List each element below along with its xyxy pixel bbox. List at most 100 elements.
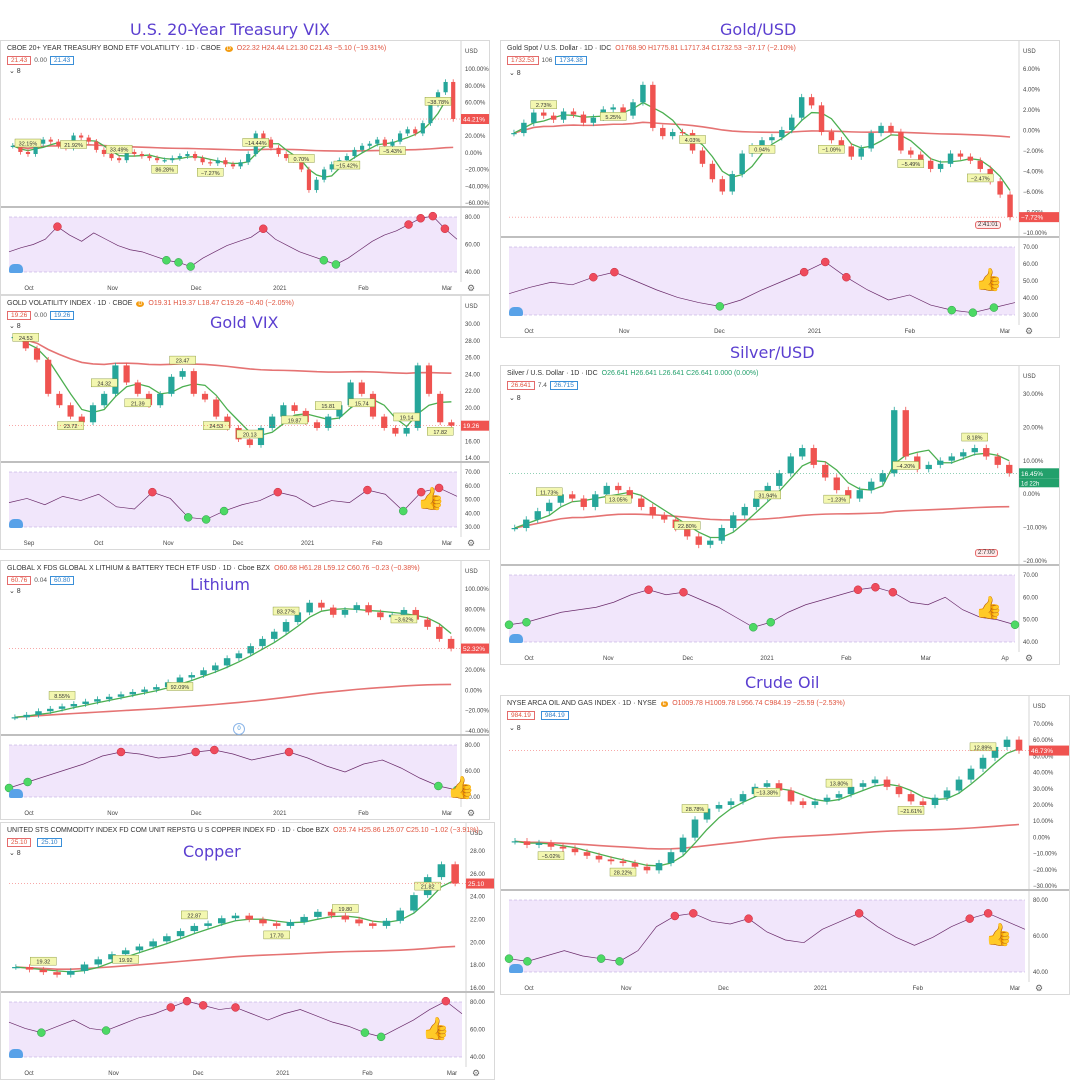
indicator-toggle[interactable]: ⌄ 8 — [9, 850, 21, 857]
ohlc-values: O22.32 H24.44 L21.30 C21.43 −5.10 (−19.3… — [236, 45, 387, 52]
annotation-label: 19.14 — [393, 412, 420, 421]
price-axis-tick-label: −10.00% — [1023, 526, 1048, 532]
time-axis-tick-label: Oct — [24, 286, 34, 292]
oversold-marker — [522, 618, 531, 627]
candle — [325, 416, 332, 428]
symbol-name[interactable]: Silver / U.S. Dollar · 1D · IDC — [507, 370, 598, 377]
event-flag[interactable]: 2:7:00 — [975, 549, 998, 557]
candle — [719, 179, 726, 192]
annotation-box — [753, 788, 781, 797]
candle — [871, 779, 879, 784]
buy-price[interactable]: 984.19 — [540, 711, 569, 720]
buy-price[interactable]: 26.715 — [549, 381, 578, 390]
sell-price[interactable]: 25.10 — [7, 838, 32, 847]
overbought-marker — [983, 909, 993, 918]
annotation-text: 8.55% — [54, 694, 70, 700]
gear-icon[interactable]: ⚙ — [467, 808, 476, 818]
price-axis-tick-label: 22.00 — [465, 389, 481, 395]
candle — [638, 498, 645, 507]
candle — [895, 786, 903, 795]
candle — [336, 405, 343, 417]
gear-icon[interactable]: ⚙ — [467, 283, 476, 293]
annotation-box — [897, 806, 925, 815]
indicator-toggle[interactable]: ⌄ 8 — [509, 395, 521, 402]
buy-price[interactable]: 25.10 — [37, 838, 62, 847]
candle — [727, 801, 735, 805]
candle — [451, 81, 456, 120]
overbought-marker — [799, 267, 809, 277]
overbought-marker — [679, 588, 688, 597]
annotation-text: −5.02% — [542, 854, 561, 860]
chart-title: Copper — [183, 842, 241, 861]
sell-price[interactable]: 1732.53 — [507, 56, 539, 65]
symbol-name[interactable]: NYSE ARCA OIL AND GAS INDEX · 1D · NYSE — [507, 700, 657, 707]
sell-price[interactable]: 19.26 — [7, 311, 32, 320]
event-flag[interactable]: 2:41:01 — [975, 221, 1002, 229]
annotation-box — [427, 427, 454, 436]
annotation-label: −4.20% — [892, 461, 919, 470]
time-axis-tick-label: Feb — [905, 329, 916, 335]
price-axis-tick-label: 30.00 — [465, 322, 481, 328]
candle — [858, 148, 864, 157]
candle — [163, 936, 171, 942]
price-axis-tick-label: 16.00 — [470, 986, 486, 992]
chart-panel-gold-usd: 2.73% 5.25% 4.03% 0.94% −1.09% −5.49% −2.47% 6.… — [500, 40, 1060, 338]
bid-ask-box[interactable]: 1732.53 106 1734.38 — [507, 56, 590, 65]
symbol-name[interactable]: GLOBAL X FDS GLOBAL X LITHIUM & BATTERY … — [7, 565, 271, 572]
candle — [709, 163, 716, 180]
sell-price[interactable]: 26.641 — [507, 381, 535, 390]
bid-ask-box[interactable]: 60.76 0.04 60.80 — [7, 576, 77, 585]
candle — [139, 154, 144, 157]
sell-price[interactable]: 21.43 — [7, 56, 32, 65]
oversold-marker — [360, 1028, 370, 1037]
sell-price[interactable]: 60.76 — [7, 576, 32, 585]
candle — [739, 794, 747, 802]
candle — [403, 427, 410, 434]
indicator-toggle[interactable]: ⌄ 8 — [509, 70, 521, 77]
symbol-name[interactable]: GOLD VOLATILITY INDEX · 1D · CBOE — [7, 300, 133, 307]
sell-price[interactable]: 984.19 — [507, 711, 535, 720]
bid-ask-box[interactable]: 21.43 0.00 21.43 — [7, 56, 77, 65]
gear-icon[interactable]: ⚙ — [472, 1068, 481, 1078]
annotation-box — [333, 160, 361, 170]
buy-price[interactable]: 19.26 — [49, 311, 75, 320]
price-axis-tick-label: 28.00 — [470, 849, 486, 855]
symbol-name[interactable]: CBOE 20+ YEAR TREASURY BOND ETF VOLATILI… — [7, 45, 221, 52]
candle — [535, 843, 543, 845]
candle — [341, 915, 350, 920]
gear-icon[interactable]: ⚙ — [1025, 653, 1034, 663]
buy-price[interactable]: 21.43 — [49, 56, 75, 65]
candle — [352, 149, 357, 157]
candle — [272, 923, 281, 926]
candle — [247, 646, 254, 654]
bid-ask-box[interactable]: 984.19 984.19 — [507, 711, 572, 720]
indicator-toggle[interactable]: ⌄ 8 — [509, 725, 521, 732]
annotation-box — [414, 881, 441, 891]
chart-panel-copper: 19.32 19.92 22.87 17.70 19.80 21.82 28.00 26.00… — [0, 822, 495, 1080]
event-marker[interactable]: 0 — [233, 723, 245, 735]
bid-ask-box[interactable]: 19.26 0.00 19.26 — [7, 311, 77, 320]
gear-icon[interactable]: ⚙ — [1025, 326, 1034, 336]
gear-icon[interactable]: ⚙ — [467, 538, 476, 548]
oscillator-line — [508, 912, 1026, 962]
bid-ask-box[interactable]: 25.10 25.10 — [7, 838, 65, 847]
candle — [70, 703, 78, 707]
candle — [845, 490, 852, 499]
time-axis-tick-label: Dec — [193, 1071, 204, 1077]
overbought-marker — [416, 214, 425, 223]
buy-price[interactable]: 1734.38 — [555, 56, 587, 65]
oscillator-line — [8, 487, 458, 520]
candle — [78, 416, 85, 423]
buy-price[interactable]: 60.80 — [49, 576, 75, 585]
indicator-toggle[interactable]: ⌄ 8 — [9, 68, 21, 75]
indicator-toggle[interactable]: ⌄ 8 — [9, 588, 21, 595]
annotation-box — [332, 904, 359, 913]
time-axis-tick-label: Ap — [1001, 656, 1009, 662]
symbol-name[interactable]: UNITED STS COMMODITY INDEX FD COM UNIT R… — [7, 827, 330, 834]
gear-icon[interactable]: ⚙ — [1035, 983, 1044, 993]
symbol-name[interactable]: Gold Spot / U.S. Dollar · 1D · IDC — [507, 45, 612, 52]
time-axis-tick-label: Nov — [107, 811, 118, 817]
oscillator-axis-tick-label: 60.00 — [1033, 934, 1049, 940]
bid-ask-box[interactable]: 26.641 7.4 26.715 — [507, 381, 581, 390]
indicator-toggle[interactable]: ⌄ 8 — [9, 323, 21, 330]
